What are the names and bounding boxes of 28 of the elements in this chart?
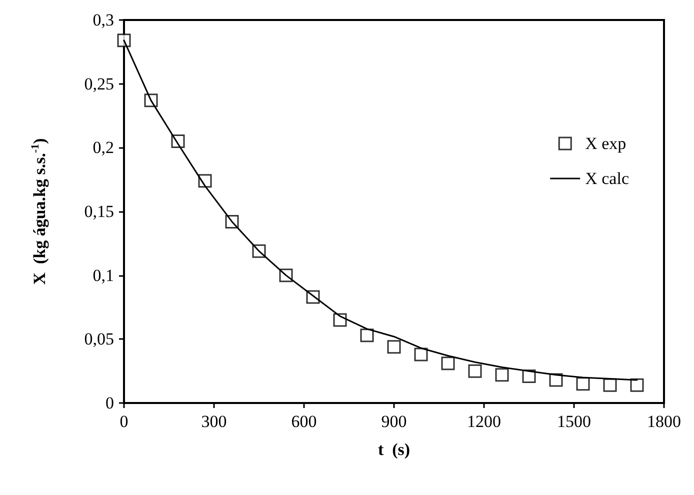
legend-label: X calc <box>585 169 630 188</box>
point <box>495 368 509 382</box>
y-tick-label: 0,2 <box>92 138 114 158</box>
x-tick-label: 1800 <box>647 412 681 431</box>
point <box>117 34 131 48</box>
x-tick-label: 300 <box>201 412 227 431</box>
point <box>576 377 590 391</box>
y-tick-label: 0,05 <box>84 330 114 349</box>
legend-label: X exp <box>585 134 626 153</box>
y-axis-title: X (kg água.kg s.s.-1) <box>30 138 49 285</box>
point <box>603 378 617 392</box>
x-tick-label: 1200 <box>467 412 501 431</box>
point <box>414 348 428 362</box>
y-tick-label: 0 <box>106 394 114 412</box>
y-tick-label: 0,25 <box>84 74 114 94</box>
point <box>387 340 401 354</box>
x-tick-label: 600 <box>291 412 317 431</box>
point <box>360 328 374 342</box>
x-axis-title: t (s) <box>378 440 410 459</box>
point <box>630 378 644 392</box>
y-tick-label: 0,3 <box>92 10 114 30</box>
point <box>468 364 482 378</box>
point <box>441 356 455 370</box>
y-tick-label: 0,15 <box>84 202 114 221</box>
x-tick-label: 1500 <box>557 412 591 431</box>
x-tick-label: 0 <box>120 412 128 431</box>
x-tick-label: 900 <box>381 412 407 431</box>
y-tick-label: 0,1 <box>92 266 114 285</box>
